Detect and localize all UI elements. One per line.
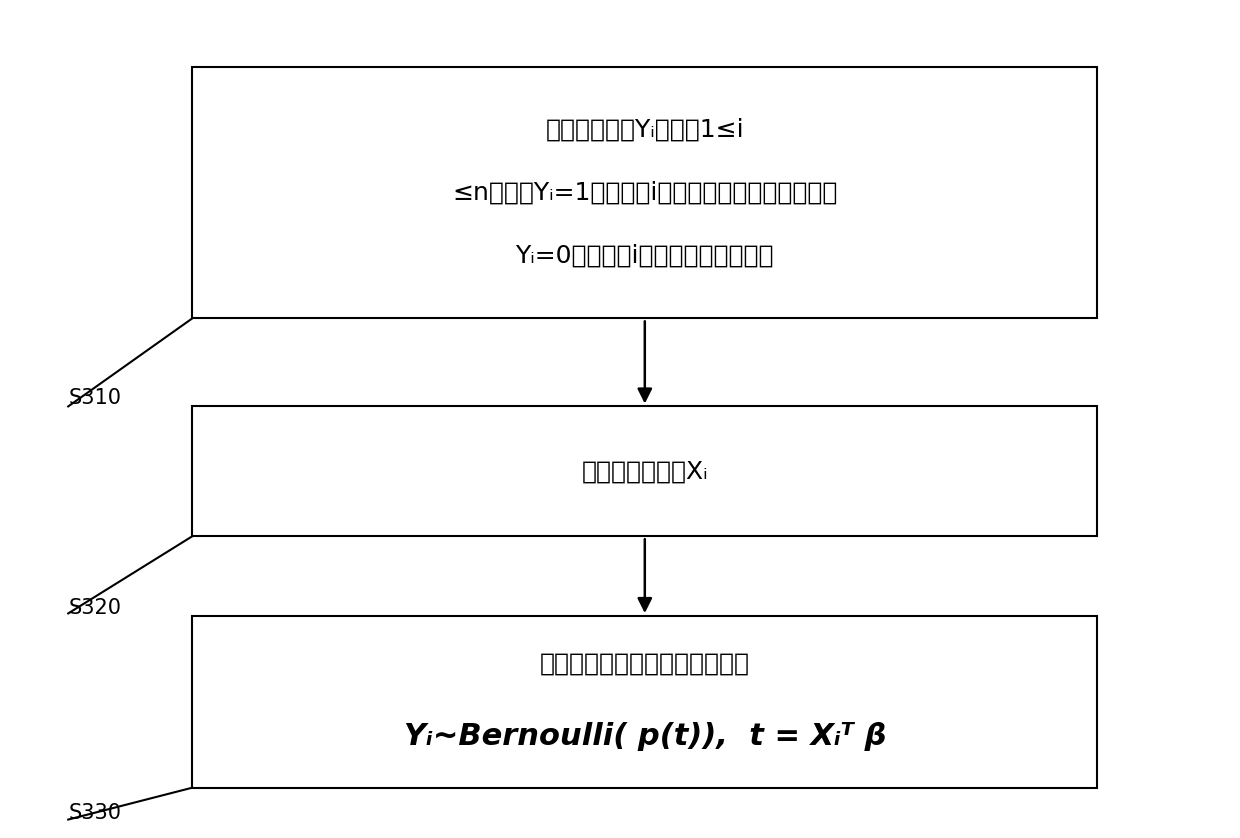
Text: Yᵢ=0，表示第i个车辆为第二类车辆: Yᵢ=0，表示第i个车辆为第二类车辆 [516,244,774,267]
Text: 构建协变量向量Xᵢ: 构建协变量向量Xᵢ [582,459,708,484]
Bar [192,616,1097,788]
Text: Yᵢ~Bernoulli( p(t)),  t = Xᵢᵀ β: Yᵢ~Bernoulli( p(t)), t = Xᵢᵀ β [403,722,887,751]
Bar [192,406,1097,536]
Text: S310: S310 [68,388,122,408]
Bar [192,67,1097,318]
Text: S330: S330 [68,803,122,823]
Text: 将响应变量的二元概率表示为：: 将响应变量的二元概率表示为： [539,652,750,676]
Text: S320: S320 [68,597,122,618]
Text: 构建响应变量Yᵢ，其中1≤i: 构建响应变量Yᵢ，其中1≤i [546,118,744,142]
Text: ≤n，如果Yᵢ=1，表示第i个车辆为第一类车辆，如果: ≤n，如果Yᵢ=1，表示第i个车辆为第一类车辆，如果 [453,181,837,204]
